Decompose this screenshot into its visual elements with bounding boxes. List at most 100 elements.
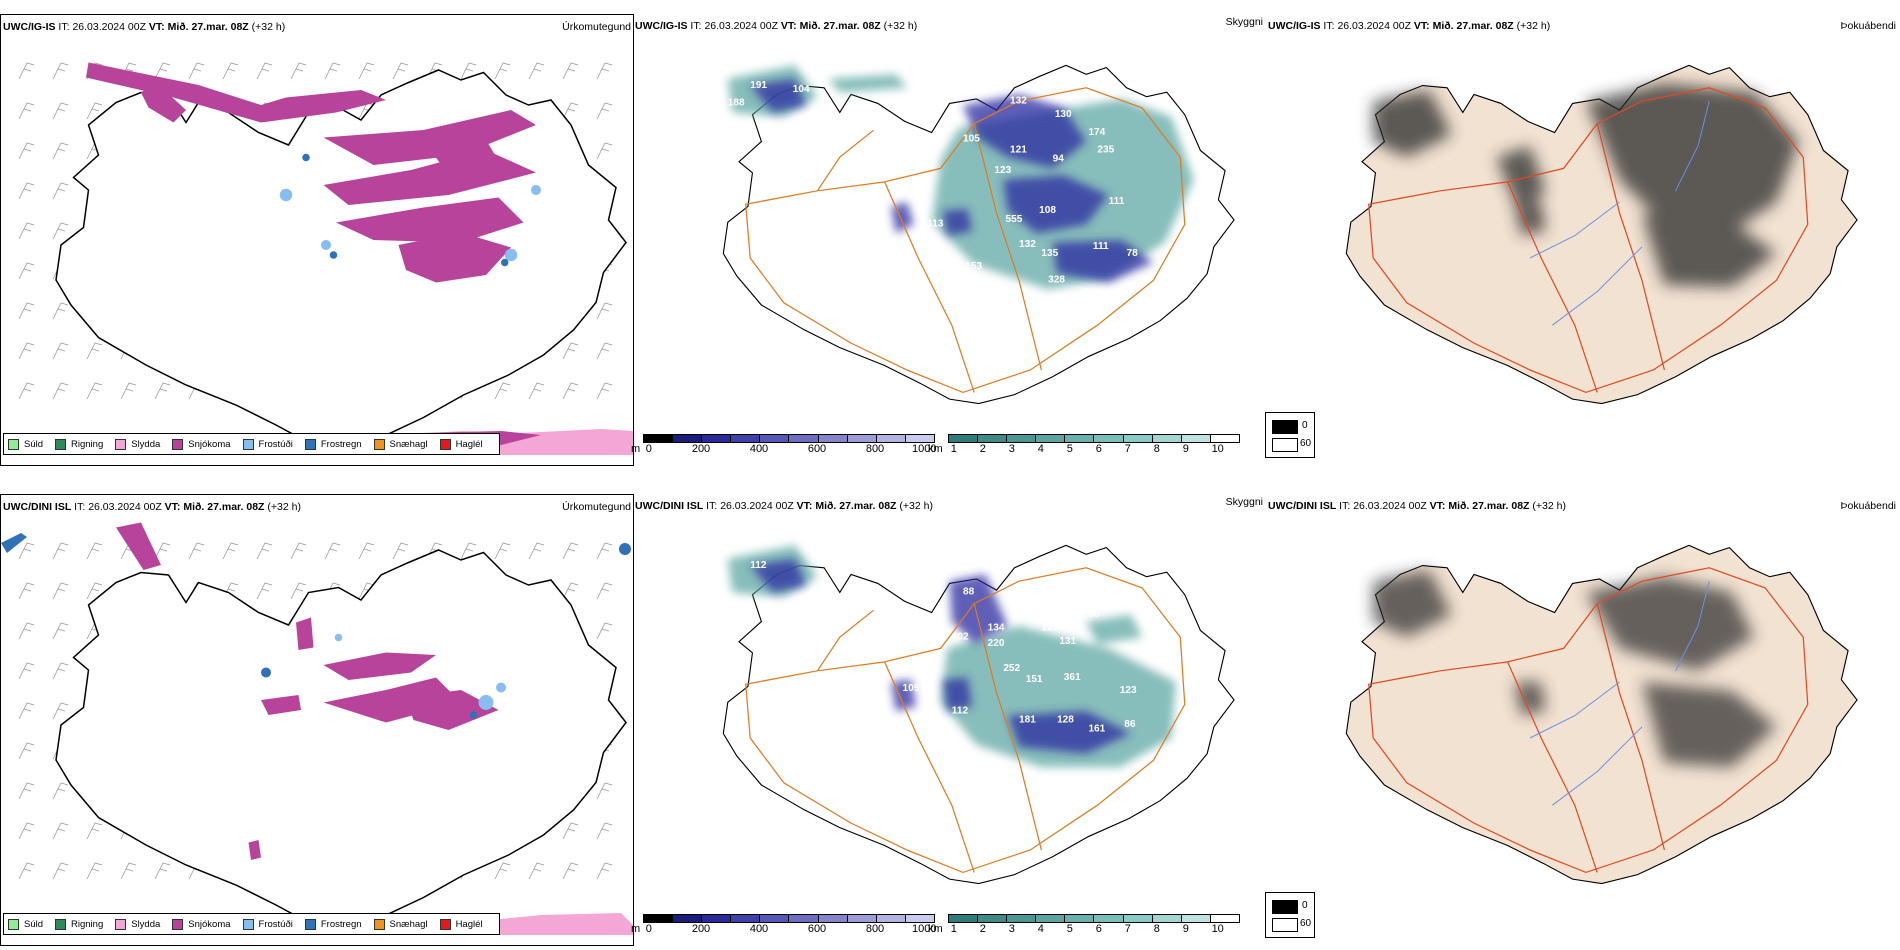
cloud-base-label: 123	[994, 165, 1011, 176]
cloud-cover-key: 0 60	[1265, 892, 1315, 938]
cloud-base-label: 123	[1120, 685, 1137, 696]
wind-barb	[52, 862, 69, 880]
cloud-base-label: 112	[952, 705, 969, 716]
wind-barb	[86, 342, 103, 360]
wind-barb	[222, 62, 239, 80]
cloud-base-label: 105	[963, 134, 980, 145]
row-1: UWC/IG-IS IT: 26.03.2024 00Z VT: Mið. 27…	[0, 0, 1900, 470]
wind-barb	[494, 382, 511, 400]
legend-item: Frostregn	[304, 438, 362, 450]
wind-barb	[52, 342, 69, 360]
cloud-cover-key: 0 60	[1265, 412, 1315, 458]
cloud-base-label: 191	[750, 80, 767, 91]
wind-barb	[18, 542, 35, 560]
wind-barb	[460, 62, 477, 80]
wind-barb	[392, 542, 409, 560]
wind-barb	[154, 62, 171, 80]
cloud-base-label: 132	[1010, 95, 1027, 106]
precip-map	[1, 522, 633, 935]
ceiling-unit: m	[631, 443, 641, 455]
wind-barb	[562, 382, 579, 400]
wind-barb	[596, 542, 613, 560]
cloud-base-label: 361	[1064, 672, 1081, 683]
panel-title: UWC/DINI ISL IT: 26.03.2024 00Z VT: Mið.…	[3, 501, 301, 513]
wind-barb	[256, 542, 273, 560]
cloud-base-label: 112	[750, 560, 767, 571]
panel-title: UWC/IG-IS IT: 26.03.2024 00Z VT: Mið. 27…	[3, 21, 285, 33]
it-label: IT:	[58, 21, 70, 33]
model-name: UWC/IG-IS	[3, 21, 56, 33]
wind-barb	[18, 822, 35, 840]
wind-barb	[324, 62, 341, 80]
cloud-visibility-map-panel: UWC/IG-IS IT: 26.03.2024 00Z VT: Mið. 27…	[631, 14, 1315, 464]
legend-item: Frostregn	[304, 918, 362, 930]
cloud-base-label: 174	[1088, 127, 1105, 138]
wind-barb	[52, 622, 69, 640]
wind-barb	[528, 862, 545, 880]
wind-barb	[596, 822, 613, 840]
wind-barb	[18, 782, 35, 800]
panel-title: UWC/IG-IS IT: 26.03.2024 00Z VT: Mið. 27…	[635, 20, 918, 32]
wind-barb	[18, 862, 35, 880]
cloud-base-label: 151	[1026, 674, 1043, 685]
wind-barb	[18, 222, 35, 240]
row-2: UWC/DINI ISL IT: 26.03.2024 00Z VT: Mið.…	[0, 480, 1900, 950]
cloud-base-label: 113	[927, 219, 944, 230]
precip-legend: Súld Rigning Slydda Snjókoma Frostúði Fr…	[3, 913, 500, 935]
cloud-map: 191 104 188 132 130 174 105 235 121 94 123 108 111 55…	[722, 64, 1235, 405]
fog-index-map-panel: UWC/IG-IS IT: 26.03.2024 00Z VT: Mið. 27…	[1266, 14, 1900, 464]
legend-item: Snjókoma	[172, 918, 231, 930]
wind-barb	[120, 382, 137, 400]
wind-barb	[528, 542, 545, 560]
ceiling-ticks: 0 200 400 600 800 1000	[645, 443, 937, 455]
wind-barb	[290, 62, 307, 80]
wind-barb	[494, 862, 511, 880]
wind-barb	[120, 862, 137, 880]
visibility-colorbar: km 1 2 3 4 5 6 7 8 9 10	[928, 914, 1240, 936]
wind-barb	[154, 542, 171, 560]
wind-barb	[562, 822, 579, 840]
wind-barb	[222, 542, 239, 560]
cloud-base-label: 86	[1124, 719, 1136, 730]
cloud-base-label: 121	[1010, 145, 1027, 156]
wind-barb	[86, 862, 103, 880]
precip-panel-label: Úrkomutegund	[562, 501, 631, 513]
cloud-base-label: 111	[1109, 196, 1125, 207]
legend-item: Haglél	[439, 918, 483, 930]
legend-item: Frostúði	[242, 438, 293, 450]
wind-barb	[528, 382, 545, 400]
wind-barb	[18, 302, 35, 320]
cloud-base-label: 130	[1055, 109, 1072, 120]
precip-legend: Súld Rigning Slydda Snjókoma Frostúði Fr…	[3, 433, 500, 455]
ceiling-colorbar: m 0 200 400 600 800 1000	[631, 914, 937, 936]
wind-barb	[86, 582, 103, 600]
wind-barb	[52, 382, 69, 400]
cloud-base-label: 555	[1006, 214, 1023, 225]
wind-barb	[52, 62, 69, 80]
visibility-unit: km	[928, 443, 943, 455]
cloud-base-label: 161	[1088, 723, 1105, 734]
cloud-base-label: 135	[1041, 248, 1058, 259]
wind-barb	[86, 102, 103, 120]
wind-barb	[460, 542, 477, 560]
cloud-base-label: 102	[952, 631, 969, 642]
panel-title: UWC/DINI ISL IT: 26.03.2024 00Z VT: Mið.…	[1268, 500, 1566, 512]
cloud-base-label: 94	[1053, 154, 1065, 165]
wind-barb	[596, 302, 613, 320]
wind-barb	[86, 822, 103, 840]
panel-title: UWC/DINI ISL IT: 26.03.2024 00Z VT: Mið.…	[635, 500, 933, 512]
wind-barb	[596, 862, 613, 880]
roads	[745, 87, 1186, 394]
cloud-base-label: 127	[1041, 622, 1058, 633]
wind-barb	[528, 62, 545, 80]
wind-barb	[392, 62, 409, 80]
visibility-bar-swatches	[948, 434, 1240, 443]
legend-item: Slydda	[115, 918, 160, 930]
cloud-base-label: 132	[1019, 239, 1036, 250]
wind-barb	[596, 782, 613, 800]
legend-item: Snæhagl	[373, 918, 428, 930]
wind-barb	[52, 102, 69, 120]
cloud-label-group: 191 104 188 132 130 174 105 235 121 94 123 108 111 55…	[728, 80, 1171, 391]
